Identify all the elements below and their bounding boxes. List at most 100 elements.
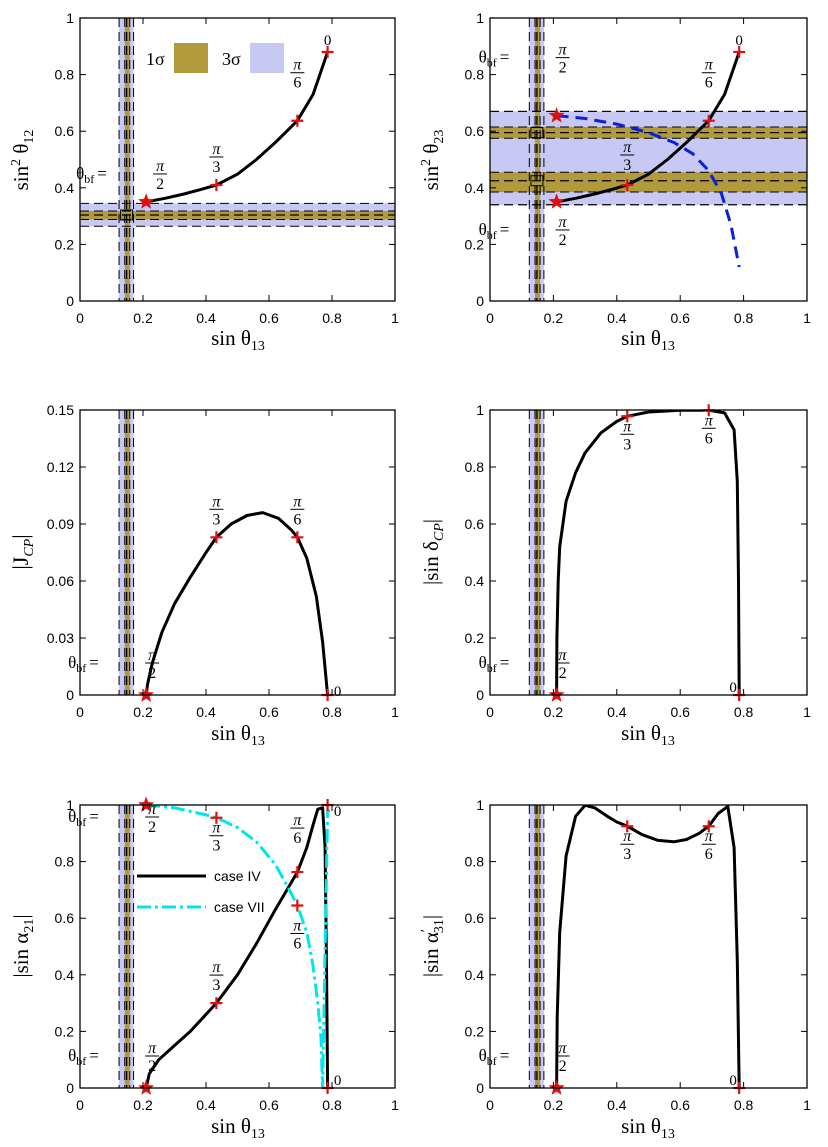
p2-marker-plus-2 xyxy=(621,178,634,191)
p2-xtick-label-2: 0.4 xyxy=(607,310,627,326)
p3-marker-label-2-den: 6 xyxy=(293,511,301,528)
p5-ytick-label-1: 0.2 xyxy=(55,1023,75,1039)
p4-marker-label-0-frac-den: 2 xyxy=(559,665,567,682)
p4-ytick-label-0: 0 xyxy=(476,687,484,703)
p3-xtick-label-1: 0.2 xyxy=(133,704,153,720)
p2-marker-star-1 xyxy=(548,107,565,123)
legend-cases: case IV case VII xyxy=(137,868,265,915)
p2-series-1 xyxy=(556,114,741,268)
legend-1sigma-swatch xyxy=(174,43,208,73)
p1-xtick-label-5: 1 xyxy=(391,310,399,326)
p1-marker-label-0: θbf = xyxy=(76,164,107,186)
p6-marker-plus-2 xyxy=(702,820,715,833)
p4-series-0 xyxy=(555,410,741,695)
p4-xtick-label-4: 0.8 xyxy=(734,704,754,720)
p2-bestfit-box-1 xyxy=(530,127,544,139)
p4-marker-label-0-frac-num: π xyxy=(559,647,568,664)
p4-plot-area xyxy=(528,410,741,695)
p3-ytick-label-2: 0.06 xyxy=(47,573,74,589)
p1-marker-label-0-frac-num: π xyxy=(156,158,165,175)
legend-case-iv-label: case IV xyxy=(214,868,261,884)
p5-ytick-label-4: 0.8 xyxy=(55,854,75,870)
p6-xtick-label-3: 0.6 xyxy=(670,1097,690,1113)
p4-xtick-label-5: 1 xyxy=(803,704,811,720)
p2-ytick-label-3: 0.6 xyxy=(465,123,485,139)
p2-xtick-label-4: 0.8 xyxy=(734,310,754,326)
p3-marker-star-0 xyxy=(138,686,155,702)
p2-series-0 xyxy=(556,51,741,204)
p3-ytick-label-0: 0 xyxy=(66,687,74,703)
p5-marker-plus-3 xyxy=(210,811,223,824)
p1-ytick-label-1: 0.2 xyxy=(55,236,75,252)
p4-xtick-label-2: 0.4 xyxy=(607,704,627,720)
p2-ytick-label-2: 0.4 xyxy=(465,180,485,196)
p3-ytick-label-3: 0.09 xyxy=(47,516,74,532)
p4-marker-label-2-num: π xyxy=(705,412,714,429)
p5-ytick-label-0: 0 xyxy=(66,1080,74,1096)
p3-ytick-label-4: 0.12 xyxy=(47,459,74,475)
p1-ytick-label-0: 0 xyxy=(66,293,74,309)
p6-marker-label-3: 0 xyxy=(729,1073,737,1089)
p3-marker-plus-1 xyxy=(210,531,223,544)
p1-xtick-label-1: 0.2 xyxy=(133,310,153,326)
p1-frame xyxy=(79,17,396,302)
p2-bestfit-box-0 xyxy=(530,175,544,187)
p4-marker-plus-1 xyxy=(621,410,634,423)
p6-marker-label-0-frac-num: π xyxy=(559,1040,568,1057)
p5-xtick-label-0: 0 xyxy=(76,1097,84,1113)
p5-marker-star-0 xyxy=(138,1079,155,1095)
legend-3sigma-swatch xyxy=(250,43,284,73)
p2-marker-label-4: 0 xyxy=(735,33,743,49)
p2-marker-label-0-frac-num: π xyxy=(559,214,568,231)
ylabel-sin2-theta12: sin2 θ12 xyxy=(9,130,37,191)
p4-marker-label-2-den: 6 xyxy=(705,430,713,447)
p2-marker-label-1-frac-den: 2 xyxy=(559,60,567,77)
p1-xtick-label-4: 0.8 xyxy=(322,310,342,326)
ylabel-sin-delta: |sin δCP| xyxy=(419,519,447,585)
p5-marker-label-1-frac-num: π xyxy=(148,801,157,818)
p5-marker-star-1 xyxy=(138,796,155,812)
p6-ytick-label-4: 0.8 xyxy=(465,854,485,870)
p3-marker-label-0: θbf = xyxy=(68,653,99,675)
p3-plot-area xyxy=(118,410,330,695)
p1-ytick-label-2: 0.4 xyxy=(55,180,75,196)
p5-marker-label-7: 0 xyxy=(334,804,342,820)
p1-marker-label-2-den: 6 xyxy=(293,75,301,92)
p2-plot-area xyxy=(490,18,807,301)
p1-series-0 xyxy=(145,51,330,204)
ylabel-jcp: |JCP| xyxy=(8,534,37,569)
p1-marker-plus-1 xyxy=(210,178,223,191)
p2-xtick-label-5: 1 xyxy=(803,310,811,326)
p2-marker-plus-4 xyxy=(733,45,746,58)
p4-ytick-label-3: 0.6 xyxy=(465,516,485,532)
p5-marker-label-4-num: π xyxy=(293,812,302,829)
p2-ytick-label-0: 0 xyxy=(476,293,484,309)
p4-frame xyxy=(489,409,808,696)
p6-xtick-label-0: 0 xyxy=(486,1097,494,1113)
p5-xtick-label-2: 0.4 xyxy=(196,1097,216,1113)
p3-marker-label-1-den: 3 xyxy=(212,511,220,528)
p3-marker-label-0-frac-num: π xyxy=(148,647,157,664)
p4-xtick-label-0: 0 xyxy=(486,704,494,720)
p5-marker-label-3-num: π xyxy=(212,820,221,837)
p5-xtick-label-1: 0.2 xyxy=(133,1097,153,1113)
p5-marker-label-0-frac-den: 2 xyxy=(148,1058,156,1075)
p5-marker-label-5-num: π xyxy=(293,917,302,934)
p4-xtick-label-1: 0.2 xyxy=(544,704,564,720)
p4-xtick-label-3: 0.6 xyxy=(670,704,690,720)
p5-marker-label-3-den: 3 xyxy=(212,838,220,855)
ylabel-sin2-theta23: sin2 θ23 xyxy=(419,130,447,191)
p3-marker-label-0-frac-den: 2 xyxy=(148,665,156,682)
p1-marker-label-1-num: π xyxy=(212,141,221,158)
p6-xtick-label-4: 0.8 xyxy=(734,1097,754,1113)
p3-frame xyxy=(79,409,396,696)
p2-marker-star-0 xyxy=(548,193,565,209)
p3-series-0 xyxy=(144,511,330,695)
p5-marker-label-5-den: 6 xyxy=(293,935,301,952)
p4-marker-label-0: θbf = xyxy=(479,653,510,675)
p1-bestfit-box-0 xyxy=(120,209,134,221)
legend-sigma: 1σ 3σ xyxy=(146,43,284,73)
p3-marker-label-2-num: π xyxy=(293,493,302,510)
